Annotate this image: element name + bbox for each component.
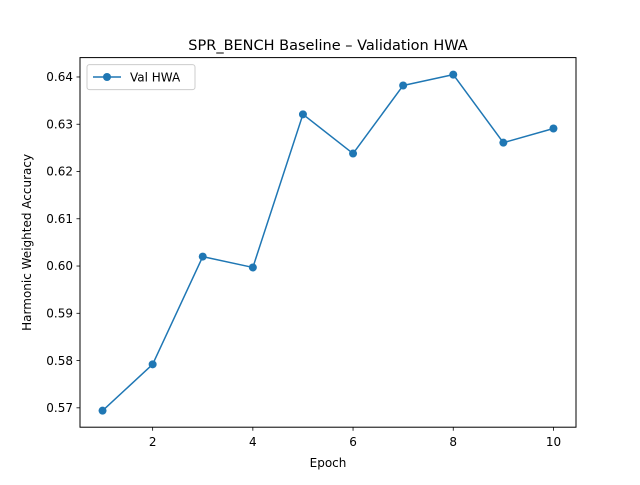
data-point [148,360,157,369]
legend: Val HWA [86,64,196,91]
data-point [198,252,207,261]
x-tick-label: 6 [349,435,357,449]
legend-label: Val HWA [130,71,181,85]
x-tick-label: 4 [249,435,257,449]
data-point [248,263,257,272]
data-point [399,81,408,90]
y-tick-label: 0.58 [46,354,73,368]
x-axis-ticks: 2 4 6 8 10 [149,427,561,449]
data-point [298,110,307,119]
y-tick-label: 0.63 [46,117,73,131]
series-layer [98,70,558,415]
y-tick-label: 0.59 [46,306,73,320]
series-line [102,73,554,412]
data-point [499,138,508,147]
data-point [549,124,558,133]
legend-marker [103,73,111,81]
y-axis-label: Harmonic Weighted Accuracy [20,154,34,331]
x-axis-label: Epoch [310,456,347,470]
x-tick-label: 10 [546,435,561,449]
y-tick-label: 0.60 [46,259,73,273]
y-tick-label: 0.61 [46,212,73,226]
x-tick-label: 8 [449,435,457,449]
x-tick-label: 2 [149,435,157,449]
legend-box [86,64,196,91]
y-tick-label: 0.57 [46,401,73,415]
data-point [349,149,358,158]
y-tick-label: 0.64 [46,70,73,84]
plot-area-frame [79,57,577,428]
data-point [449,70,458,79]
chart-title: SPR_BENCH Baseline – Validation HWA [188,38,467,54]
data-point [98,406,107,415]
y-tick-label: 0.62 [46,165,73,179]
y-axis-ticks: 0.57 0.58 0.59 0.60 0.61 0.62 0.63 0.64 [46,70,80,415]
